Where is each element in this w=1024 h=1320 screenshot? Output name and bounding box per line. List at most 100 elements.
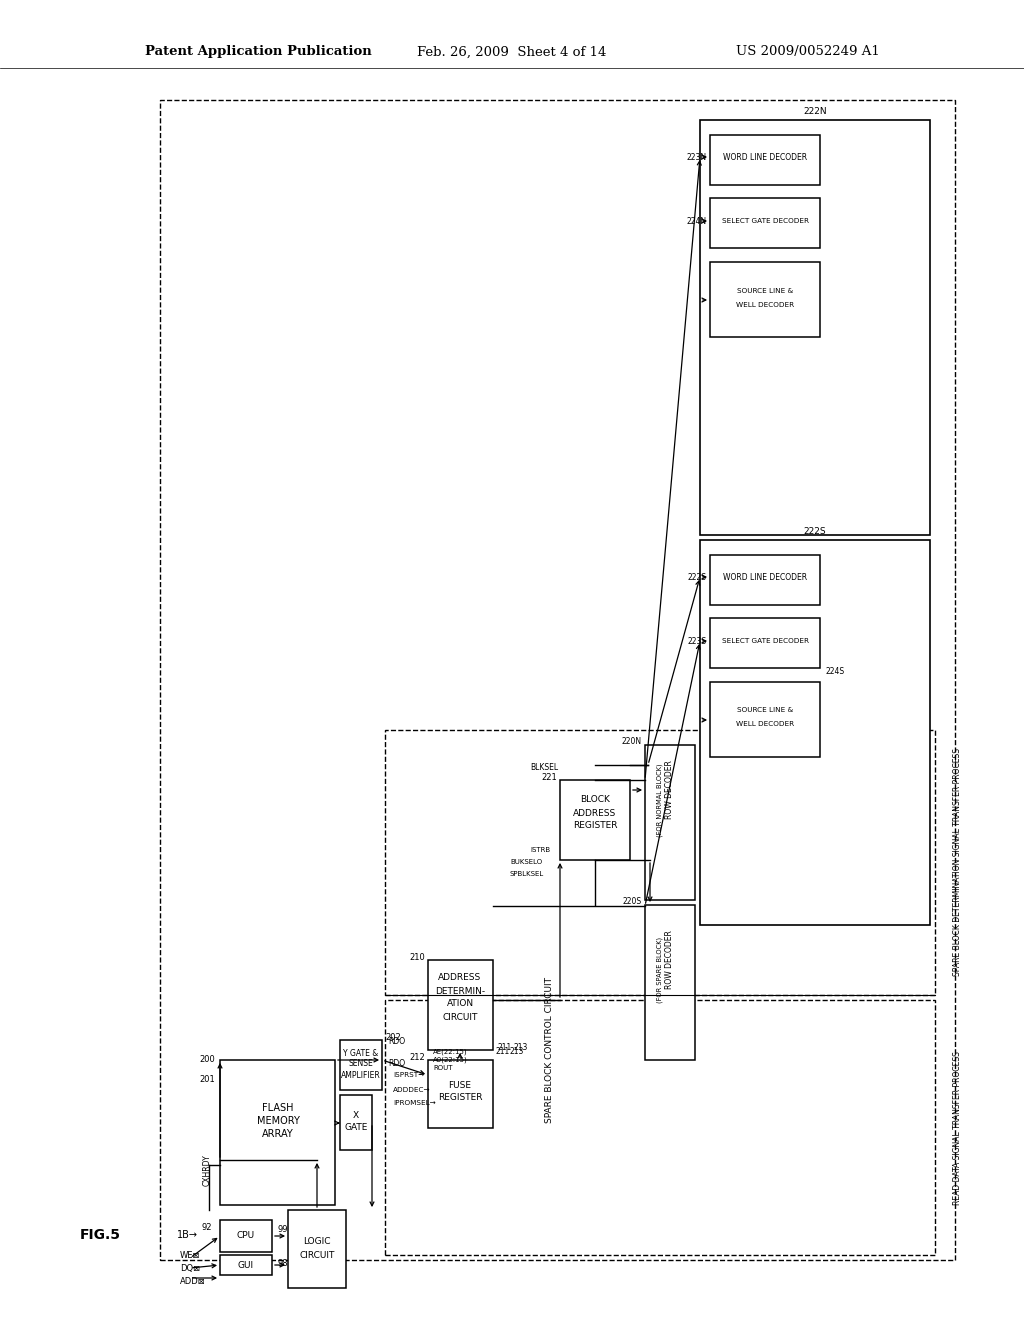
Text: WORD LINE DECODER: WORD LINE DECODER [723,573,807,582]
Bar [385,730,935,995]
Text: CIRCUIT: CIRCUIT [442,1012,477,1022]
Text: 221: 221 [542,772,557,781]
Text: BLOCK: BLOCK [580,796,610,804]
Text: FIG.5: FIG.5 [80,1228,121,1242]
Text: 1B→: 1B→ [177,1230,198,1239]
Bar [710,198,820,248]
Text: READ DATA SIGNAL TRANSFER PROCESS: READ DATA SIGNAL TRANSFER PROCESS [953,1051,963,1205]
Text: ROUT: ROUT [433,1065,453,1071]
Bar [385,1001,935,1255]
Bar [428,960,493,1049]
Text: 213: 213 [510,1048,524,1056]
Text: AE(22:15): AE(22:15) [433,1049,468,1055]
Bar [700,540,930,925]
Text: 224N: 224N [687,216,707,226]
Text: 222S: 222S [804,528,826,536]
Text: ARRAY: ARRAY [262,1129,294,1139]
Text: SOURCE LINE &: SOURCE LINE & [737,288,794,294]
Text: ISTRB: ISTRB [530,847,550,853]
Text: SPBLKSEL: SPBLKSEL [510,871,544,876]
Text: 223N: 223N [687,153,707,161]
Text: MEMORY: MEMORY [257,1115,299,1126]
Text: 211: 211 [497,1044,511,1052]
Text: REGISTER: REGISTER [437,1093,482,1102]
Text: CXHRDY: CXHRDY [203,1154,212,1185]
Text: WELL DECODER: WELL DECODER [736,302,794,308]
Text: 213: 213 [513,1044,527,1052]
Text: (FOR NORMAL BLOCK): (FOR NORMAL BLOCK) [656,763,664,837]
Text: (FOR SPARE BLOCK): (FOR SPARE BLOCK) [656,937,664,1003]
Bar [645,906,695,1060]
Bar [560,780,630,861]
Text: ROW DECODER: ROW DECODER [666,760,675,820]
Text: A0(22:15): A0(22:15) [433,1057,468,1063]
Text: DETERMIN-: DETERMIN- [435,986,485,995]
Text: SENSE: SENSE [348,1060,374,1068]
Text: ADDRESS: ADDRESS [573,808,616,817]
Bar [220,1220,272,1251]
Text: 222N: 222N [803,107,826,116]
Text: SPARE BLOCK CONTROL CIRCUIT: SPARE BLOCK CONTROL CIRCUIT [545,977,554,1123]
Bar [220,1060,335,1205]
Text: 222S: 222S [688,573,707,582]
Text: Feb. 26, 2009  Sheet 4 of 14: Feb. 26, 2009 Sheet 4 of 14 [418,45,606,58]
Text: CIRCUIT: CIRCUIT [299,1251,335,1261]
Bar [700,120,930,535]
Text: GATE: GATE [344,1122,368,1131]
Text: RDO: RDO [388,1059,406,1068]
Text: BUKSELO: BUKSELO [510,859,542,865]
Text: 212: 212 [410,1052,425,1061]
Bar [645,744,695,900]
Bar [220,1255,272,1275]
Text: ROW DECODER: ROW DECODER [666,931,675,990]
Text: FUSE: FUSE [449,1081,471,1089]
Bar [340,1040,382,1090]
Text: SELECT GATE DECODER: SELECT GATE DECODER [722,638,809,644]
Bar [160,100,955,1261]
Text: Y GATE &: Y GATE & [343,1048,379,1057]
Text: 211: 211 [495,1048,509,1056]
Bar [340,1096,372,1150]
Text: 220S: 220S [623,898,642,907]
Text: IPROMSEL→: IPROMSEL→ [393,1100,436,1106]
Bar [710,554,820,605]
Text: 92: 92 [202,1224,212,1233]
Text: ATION: ATION [446,999,473,1008]
Text: BLKSEL: BLKSEL [530,763,558,772]
Text: WE⊠: WE⊠ [180,1250,201,1259]
Text: SELECT GATE DECODER: SELECT GATE DECODER [722,218,809,224]
Text: RDO: RDO [388,1038,406,1047]
Bar [428,1060,493,1129]
Bar [288,1210,346,1288]
Text: 201: 201 [200,1076,215,1085]
Text: ISPRST→: ISPRST→ [393,1072,424,1078]
Bar [710,135,820,185]
Text: FLASH: FLASH [262,1104,294,1113]
Text: REGISTER: REGISTER [572,821,617,830]
Text: ADD⊠: ADD⊠ [180,1276,206,1286]
Text: DQ⊠: DQ⊠ [180,1263,200,1272]
Text: SOURCE LINE &: SOURCE LINE & [737,708,794,713]
Text: 99: 99 [278,1225,288,1234]
Text: 223S: 223S [688,636,707,645]
Bar [710,682,820,756]
Text: AMPLIFIER: AMPLIFIER [341,1071,381,1080]
Text: ADDDEC→: ADDDEC→ [393,1086,431,1093]
Text: ADDRESS: ADDRESS [438,974,481,982]
Text: WORD LINE DECODER: WORD LINE DECODER [723,153,807,161]
Text: X: X [353,1110,359,1119]
Text: CPU: CPU [237,1232,255,1241]
Text: SPARE BLOCK DETERMINATION SIGNAL TRANSFER PROCESS: SPARE BLOCK DETERMINATION SIGNAL TRANSFE… [953,748,963,975]
Text: 220N: 220N [622,738,642,747]
Text: 224S: 224S [825,667,844,676]
Text: 200: 200 [200,1056,215,1064]
Bar [710,261,820,337]
Text: 202: 202 [385,1032,400,1041]
Text: Patent Application Publication: Patent Application Publication [145,45,372,58]
Text: 210: 210 [410,953,425,961]
Bar [710,618,820,668]
Text: 98: 98 [278,1258,288,1267]
Text: LOGIC: LOGIC [303,1238,331,1246]
Text: US 2009/0052249 A1: US 2009/0052249 A1 [736,45,880,58]
Text: GUI: GUI [238,1261,254,1270]
